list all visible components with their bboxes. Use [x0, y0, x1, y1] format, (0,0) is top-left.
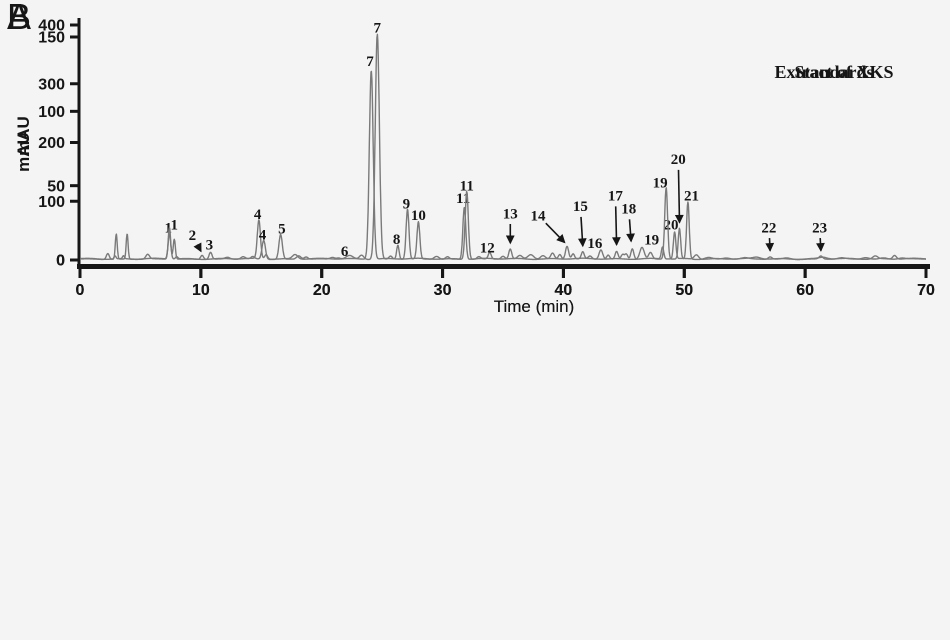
peak-label-9: 9 [403, 196, 411, 212]
x-tick-label: 10 [192, 282, 210, 299]
peak-label-4: 4 [254, 207, 262, 223]
x-tick-label: 20 [313, 282, 331, 299]
peak-label-19: 19 [644, 232, 659, 248]
peak-arrow-22 [765, 238, 775, 252]
y-tick-label: 50 [47, 178, 65, 195]
x-tick-label: 40 [555, 282, 573, 299]
peak-label-5: 5 [278, 222, 286, 238]
peak-label-13: 13 [503, 206, 518, 222]
peak-arrow-18 [626, 219, 635, 243]
peak-label-1: 1 [164, 221, 172, 237]
peak-arrow-14 [545, 222, 566, 244]
peak-label-20: 20 [671, 152, 686, 168]
x-axis-line [77, 264, 930, 269]
panel-a-x-axis-title: Time (min) [493, 297, 575, 316]
x-tick-label: 50 [675, 282, 693, 299]
panel-b-corner-label: Extract of XKS [774, 62, 894, 82]
peak-label-7: 7 [374, 21, 382, 37]
x-tick-label: 70 [917, 282, 935, 299]
peak-label-2: 2 [189, 228, 197, 244]
y-tick-label: 0 [56, 253, 65, 270]
peak-label-19: 19 [653, 176, 668, 192]
peak-label-22: 22 [761, 220, 776, 236]
x-tick-label: 0 [76, 282, 85, 299]
peak-label-17: 17 [608, 189, 624, 205]
peak-label-16: 16 [587, 236, 603, 252]
peak-label-6: 6 [341, 244, 349, 260]
panel-b: 0 100 200 300 400 0 10 20 30 40 50 60 70 1 2 3 4 5 6 7 8 9 10 1… [7, 0, 935, 316]
x-tick-label: 30 [434, 282, 452, 299]
panel-b-x-axis-title: Time (min) [493, 297, 575, 316]
panel-a-letter: A [7, 0, 32, 37]
peak-label-21: 21 [684, 189, 699, 205]
y-tick-label: 200 [38, 135, 65, 152]
peak-label-7: 7 [366, 54, 374, 70]
x-tick-label: 50 [675, 282, 693, 299]
peak-arrow-15 [577, 216, 587, 248]
y-tick-label: 0 [56, 253, 65, 270]
peak-label-11: 11 [460, 179, 474, 195]
plot-area-b: 0 100 200 300 400 0 10 20 30 40 50 60 70 1 2 3 4 5 6 7 8 9 10 1… [38, 18, 935, 299]
y-tick-label: 100 [38, 194, 65, 211]
x-tick-label: 10 [192, 282, 210, 299]
y-tick-label: 150 [38, 30, 65, 47]
y-tick-label: 100 [38, 104, 65, 121]
peak-arrow-23 [816, 238, 825, 252]
x-tick-label: 60 [796, 282, 814, 299]
peak-label-23: 23 [812, 220, 827, 236]
peak-label-4: 4 [259, 227, 267, 243]
peak-label-18: 18 [621, 202, 636, 218]
y-tick-label: 300 [38, 76, 65, 93]
panel-a-corner-label: Standards [794, 62, 874, 82]
x-tick-label: 70 [917, 282, 935, 299]
peak-label-3: 3 [206, 237, 214, 253]
x-tick-label: 20 [313, 282, 331, 299]
peak-arrow-2 [193, 242, 202, 253]
panel-b-letter: B [7, 0, 32, 37]
peak-label-12: 12 [480, 240, 495, 256]
x-tick-label: 30 [434, 282, 452, 299]
peak-arrow-20 [674, 169, 684, 224]
panel-b-y-axis-title: mAU [14, 116, 33, 156]
x-tick-label: 60 [796, 282, 814, 299]
chromatogram-trace [79, 33, 927, 261]
peak-label-15: 15 [573, 199, 588, 215]
x-tick-label: 40 [555, 282, 573, 299]
peak-arrow-17 [612, 206, 621, 247]
peak-label-1: 1 [171, 217, 179, 233]
peak-label-8: 8 [393, 232, 401, 248]
peak-label-10: 10 [411, 208, 426, 224]
x-tick-label: 0 [76, 282, 85, 299]
peak-label-14: 14 [531, 209, 547, 225]
y-tick-label: 400 [38, 18, 65, 35]
